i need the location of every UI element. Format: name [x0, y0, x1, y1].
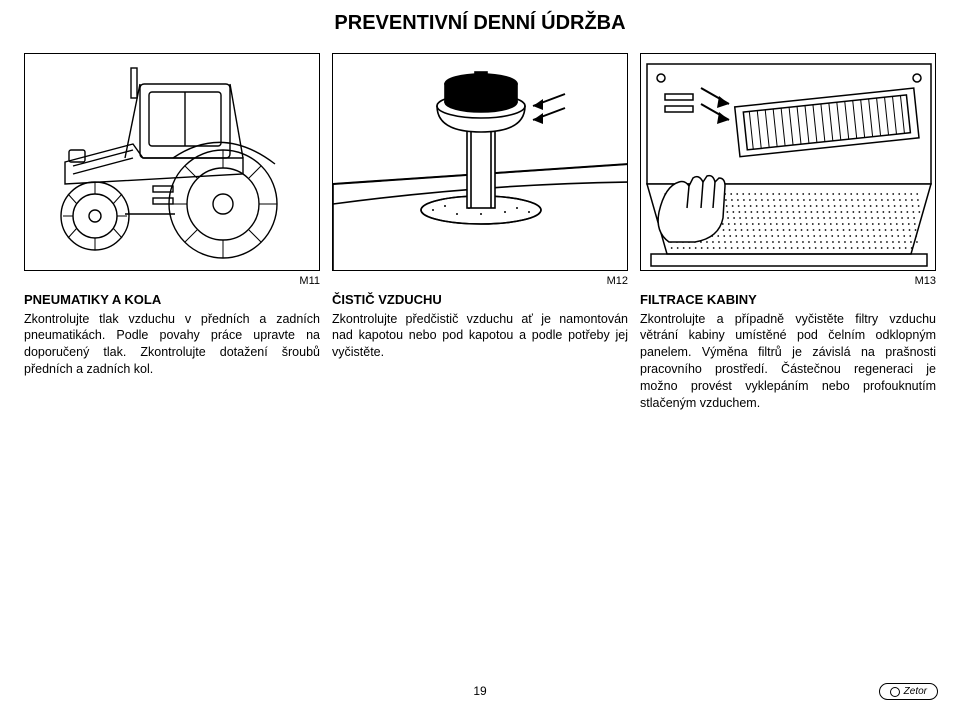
figure-tractor: [24, 53, 320, 271]
figure-label-2: M12: [332, 275, 628, 287]
column-2: ČISTIČ VZDUCHU Zkontrolujte předčistič v…: [332, 291, 628, 412]
column-1-body: Zkontrolujte tlak vzduchu v předních a z…: [24, 311, 320, 379]
figures-row: [0, 53, 960, 271]
column-1: PNEUMATIKY A KOLA Zkontrolujte tlak vzdu…: [24, 291, 320, 412]
figure-air-cleaner: [332, 53, 628, 271]
figure-label-1: M11: [24, 275, 320, 287]
figure-labels: M11 M12 M13: [0, 271, 960, 287]
page-number: 19: [0, 684, 960, 698]
figure-cabin-filter: [640, 53, 936, 271]
column-2-heading: ČISTIČ VZDUCHU: [332, 291, 628, 309]
text-columns: PNEUMATIKY A KOLA Zkontrolujte tlak vzdu…: [0, 287, 960, 412]
figure-label-3: M13: [640, 275, 936, 287]
column-3: FILTRACE KABINY Zkontrolujte a případně …: [640, 291, 936, 412]
column-3-heading: FILTRACE KABINY: [640, 291, 936, 309]
brand-badge: Zetor: [879, 683, 938, 700]
page-title: PREVENTIVNÍ DENNÍ ÚDRŽBA: [0, 0, 960, 53]
column-3-body: Zkontrolujte a případně vyčistěte filtry…: [640, 311, 936, 412]
column-2-body: Zkontrolujte předčistič vzduchu ať je na…: [332, 311, 628, 362]
column-1-heading: PNEUMATIKY A KOLA: [24, 291, 320, 309]
